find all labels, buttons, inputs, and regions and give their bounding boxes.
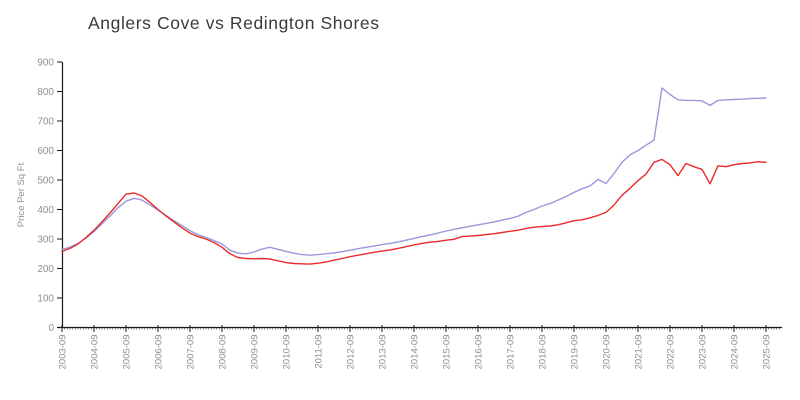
x-tick-label: 2022-09 <box>666 335 677 370</box>
x-tick-label: 2009-09 <box>250 335 261 370</box>
x-tick-label: 2017-09 <box>506 335 517 370</box>
x-tick-label: 2014-09 <box>410 335 421 370</box>
y-tick-label: 700 <box>37 117 54 128</box>
x-tick-label: 2003-09 <box>58 335 69 370</box>
y-tick-label: 400 <box>37 205 54 216</box>
y-tick-label: 100 <box>37 294 54 305</box>
y-tick-label: 0 <box>48 323 54 334</box>
x-tick-label: 2007-09 <box>186 335 197 370</box>
series-line-redington-shores <box>61 87 767 256</box>
y-tick-label: 500 <box>37 176 54 187</box>
x-tick-label: 2021-09 <box>634 335 645 370</box>
series-line-anglers-cove <box>61 158 767 265</box>
x-tick-label: 2010-09 <box>282 335 293 370</box>
x-tick-label: 2025-09 <box>762 335 773 370</box>
x-tick-label: 2024-09 <box>730 335 741 370</box>
y-tick-label: 900 <box>37 58 54 69</box>
x-tick-label: 2008-09 <box>218 335 229 370</box>
x-tick-label: 2006-09 <box>154 335 165 370</box>
x-tick-label: 2020-09 <box>602 335 613 370</box>
y-tick-label: 600 <box>37 146 54 157</box>
x-tick-label: 2013-09 <box>378 335 389 370</box>
x-tick-label: 2012-09 <box>346 335 357 370</box>
y-tick-label: 200 <box>37 264 54 275</box>
x-tick-label: 2011-09 <box>314 335 325 369</box>
x-tick-label: 2018-09 <box>538 335 549 370</box>
x-tick-label: 2019-09 <box>570 335 581 370</box>
y-tick-label: 300 <box>37 235 54 246</box>
x-tick-label: 2015-09 <box>442 335 453 370</box>
y-tick-label: 800 <box>37 87 54 98</box>
y-axis-title: Price Per Sq Ft <box>16 162 27 227</box>
x-tick-label: 2005-09 <box>122 335 133 370</box>
chart-title: Anglers Cove vs Redington Shores <box>88 13 380 33</box>
x-tick-label: 2004-09 <box>90 335 101 370</box>
x-tick-label: 2023-09 <box>698 335 709 370</box>
x-tick-label: 2016-09 <box>474 335 485 370</box>
